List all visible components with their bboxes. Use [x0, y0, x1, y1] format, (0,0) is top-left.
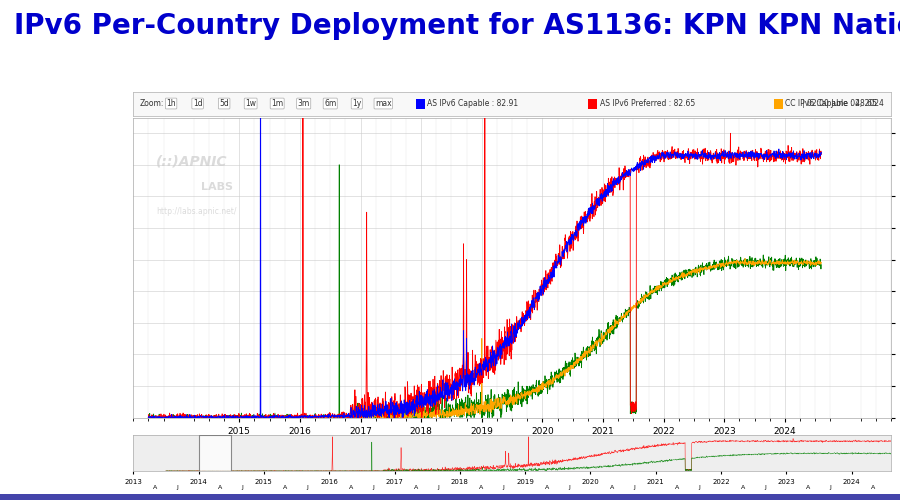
- Text: A: A: [434, 436, 439, 444]
- Text: 1w: 1w: [245, 99, 256, 108]
- Text: J: J: [511, 436, 513, 444]
- Text: 5d: 5d: [220, 99, 229, 108]
- Text: J: J: [372, 485, 374, 490]
- Text: CC IPv6 Capable : 48.65: CC IPv6 Capable : 48.65: [785, 99, 878, 108]
- Text: J: J: [829, 485, 832, 490]
- Text: 1d: 1d: [193, 99, 202, 108]
- Bar: [199, 435, 231, 471]
- Text: J: J: [390, 436, 392, 444]
- Text: J: J: [307, 485, 309, 490]
- Text: A: A: [153, 485, 157, 490]
- Text: A: A: [676, 436, 681, 444]
- Text: 6m: 6m: [324, 99, 337, 108]
- Text: O: O: [706, 436, 712, 444]
- Text: O: O: [342, 436, 348, 444]
- Text: J: J: [503, 485, 505, 490]
- Text: A: A: [414, 485, 418, 490]
- Text: (::)APNIC: (::)APNIC: [156, 154, 228, 168]
- Bar: [416, 98, 425, 110]
- Text: J: J: [814, 436, 816, 444]
- Text: J: J: [208, 436, 210, 444]
- Text: 2...: 2...: [162, 436, 174, 444]
- Text: A: A: [218, 485, 222, 490]
- Text: 1h: 1h: [166, 99, 176, 108]
- Text: A: A: [312, 436, 318, 444]
- Text: A: A: [480, 485, 483, 490]
- Text: J: J: [568, 485, 570, 490]
- Text: O: O: [525, 436, 530, 444]
- Text: J: J: [693, 436, 695, 444]
- Text: A: A: [374, 436, 378, 444]
- Text: J: J: [329, 436, 331, 444]
- Text: O: O: [645, 436, 652, 444]
- Text: J: J: [450, 436, 453, 444]
- Text: LABS: LABS: [202, 182, 233, 192]
- Text: AS IPv6 Preferred : 82.65: AS IPv6 Preferred : 82.65: [599, 99, 695, 108]
- Text: O: O: [585, 436, 590, 444]
- Text: A: A: [191, 436, 196, 444]
- Bar: [589, 98, 598, 110]
- Text: 1m: 1m: [271, 99, 284, 108]
- Text: Zoom:: Zoom:: [140, 99, 164, 108]
- Text: A: A: [494, 436, 500, 444]
- Text: A: A: [616, 436, 621, 444]
- Text: A: A: [284, 485, 287, 490]
- Text: O: O: [464, 436, 470, 444]
- Text: J: J: [632, 436, 634, 444]
- Text: J: J: [241, 485, 243, 490]
- Text: O: O: [282, 436, 288, 444]
- Text: O: O: [767, 436, 773, 444]
- Text: A: A: [871, 485, 876, 490]
- Text: J: J: [572, 436, 574, 444]
- Text: O: O: [221, 436, 227, 444]
- Text: J: J: [764, 485, 766, 490]
- Text: A: A: [555, 436, 560, 444]
- Text: 3m: 3m: [298, 99, 310, 108]
- Text: A: A: [675, 485, 680, 490]
- Text: O: O: [403, 436, 409, 444]
- Text: A: A: [348, 485, 353, 490]
- Text: A: A: [806, 485, 810, 490]
- Text: J: J: [268, 436, 271, 444]
- Text: max: max: [375, 99, 392, 108]
- Text: J: J: [698, 485, 700, 490]
- Bar: [774, 98, 783, 110]
- Text: J: J: [753, 436, 756, 444]
- Text: A: A: [741, 485, 745, 490]
- Text: A: A: [544, 485, 549, 490]
- Text: A: A: [797, 436, 803, 444]
- Text: 1y: 1y: [352, 99, 362, 108]
- Text: A: A: [252, 436, 257, 444]
- Text: http://labs.apnic.net/: http://labs.apnic.net/: [156, 206, 237, 216]
- Text: A: A: [610, 485, 614, 490]
- Text: J: J: [634, 485, 635, 490]
- Text: J: J: [437, 485, 439, 490]
- Text: A: A: [737, 436, 742, 444]
- Text: J: J: [176, 485, 178, 490]
- Text: | 02:00 June 02, 2024: | 02:00 June 02, 2024: [802, 99, 884, 108]
- Text: AS IPv6 Capable : 82.91: AS IPv6 Capable : 82.91: [428, 99, 518, 108]
- Text: IPv6 Per-Country Deployment for AS1136: KPN KPN National: IPv6 Per-Country Deployment for AS1136: …: [14, 12, 900, 40]
